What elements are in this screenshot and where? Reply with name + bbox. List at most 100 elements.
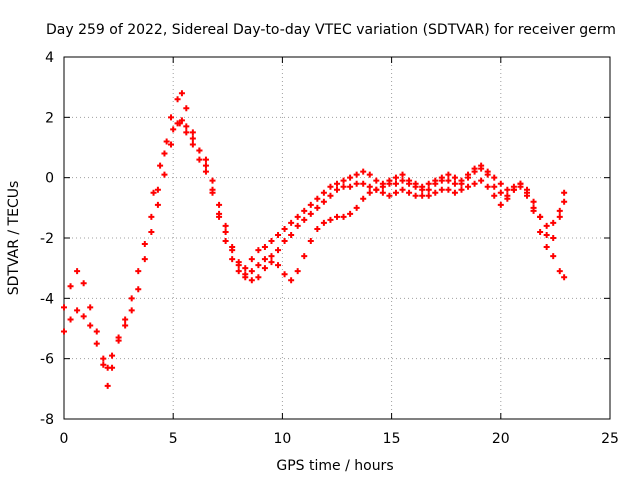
data-point	[399, 186, 406, 193]
data-point	[320, 219, 327, 226]
data-point	[530, 207, 537, 214]
y-tick-label: 2	[45, 110, 54, 126]
data-point	[379, 183, 386, 190]
x-axis-label: GPS time / hours	[276, 458, 393, 474]
data-point	[161, 171, 168, 178]
data-point	[80, 280, 87, 287]
data-point	[497, 201, 504, 208]
series-track-a	[61, 90, 568, 389]
tick-labels: 0 5 10 15 20 25 -8 -6 -4 -2 0 2 4	[40, 50, 619, 447]
data-point	[458, 186, 465, 193]
data-point	[209, 177, 216, 184]
y-tick-label: -4	[40, 291, 54, 307]
data-point	[432, 189, 439, 196]
data-point	[268, 259, 275, 266]
data-point	[248, 277, 255, 284]
data-point	[340, 183, 347, 190]
data-point	[255, 247, 262, 254]
data-point	[392, 174, 399, 181]
data-point	[347, 183, 354, 190]
data-point	[74, 307, 81, 314]
data-point	[561, 274, 568, 281]
data-point	[537, 228, 544, 235]
y-tick-label: 0	[45, 171, 54, 187]
data-point	[524, 189, 531, 196]
data-point	[288, 231, 295, 238]
x-tick-label: 25	[601, 431, 619, 447]
data-point	[222, 238, 229, 245]
data-point	[294, 222, 301, 229]
data-point	[386, 192, 393, 199]
data-point	[497, 189, 504, 196]
data-point	[432, 180, 439, 187]
data-points	[61, 90, 568, 389]
data-point	[556, 268, 563, 275]
y-tick-label: -2	[40, 231, 54, 247]
data-point	[100, 355, 107, 362]
data-point	[255, 262, 262, 269]
data-point	[366, 189, 373, 196]
data-point	[360, 168, 367, 175]
data-point	[353, 171, 360, 178]
data-point	[543, 222, 550, 229]
data-point	[168, 141, 175, 148]
data-point	[178, 117, 185, 124]
data-point	[353, 180, 360, 187]
data-point	[229, 256, 236, 263]
data-point	[425, 186, 432, 193]
data-point	[399, 177, 406, 184]
data-point	[275, 231, 282, 238]
data-point	[242, 271, 249, 278]
data-point	[150, 189, 157, 196]
data-point	[170, 126, 177, 133]
data-point	[386, 180, 393, 187]
data-point	[491, 174, 498, 181]
data-point	[288, 277, 295, 284]
data-point	[261, 244, 268, 251]
data-point	[261, 256, 268, 263]
data-point	[168, 114, 175, 121]
data-point	[419, 192, 426, 199]
data-point	[209, 189, 216, 196]
data-point	[445, 186, 452, 193]
data-point	[87, 304, 94, 311]
data-point	[373, 177, 380, 184]
data-point	[202, 156, 209, 163]
data-point	[196, 147, 203, 154]
data-point	[61, 304, 67, 311]
data-point	[183, 129, 190, 136]
data-point	[517, 180, 524, 187]
data-point	[451, 189, 458, 196]
data-point	[109, 352, 116, 359]
data-point	[307, 210, 314, 217]
data-point	[537, 213, 544, 220]
data-point	[471, 180, 478, 187]
data-point	[471, 168, 478, 175]
plot-border	[63, 56, 611, 420]
data-point	[478, 165, 485, 172]
data-point	[222, 228, 229, 235]
data-point	[561, 198, 568, 205]
data-point	[248, 268, 255, 275]
data-point	[104, 382, 111, 389]
data-point	[451, 174, 458, 181]
data-point	[491, 183, 498, 190]
data-point	[178, 90, 185, 97]
data-point	[392, 180, 399, 187]
data-point	[458, 180, 465, 187]
data-point	[67, 283, 74, 290]
series-track-b	[61, 117, 568, 371]
data-point	[465, 174, 472, 181]
data-point	[478, 177, 485, 184]
data-point	[504, 186, 511, 193]
grid-lines	[64, 57, 610, 419]
data-point	[327, 216, 334, 223]
data-point	[275, 262, 282, 269]
data-point	[183, 105, 190, 112]
data-point	[373, 186, 380, 193]
data-point	[128, 307, 135, 314]
data-point	[189, 141, 196, 148]
data-point	[196, 156, 203, 163]
data-point	[412, 192, 419, 199]
